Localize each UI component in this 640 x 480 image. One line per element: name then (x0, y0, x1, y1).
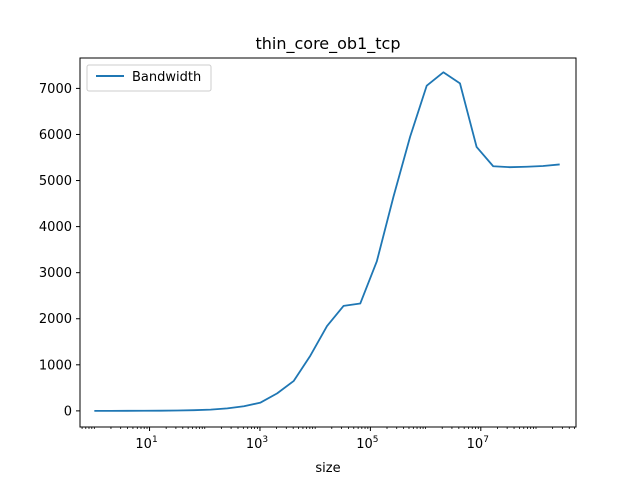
chart-title: thin_core_ob1_tcp (255, 34, 400, 54)
y-tick-label: 5000 (39, 174, 72, 189)
y-axis: 0 1000 2000 3000 4000 5000 6000 7000 (39, 82, 80, 419)
legend-box (86, 64, 212, 92)
legend-label-bandwidth: Bandwidth (132, 70, 201, 85)
x-axis: 101 103 105 107 (81, 427, 576, 452)
x-tick-label: 103 (246, 435, 268, 452)
x-axis-label: size (315, 461, 340, 476)
x-tick-label: 105 (356, 435, 378, 452)
y-tick-label: 6000 (39, 128, 72, 143)
x-tick-label: 107 (467, 435, 489, 452)
y-tick-label: 0 (64, 404, 72, 419)
legend: Bandwidth (86, 64, 212, 92)
series-line-bandwidth (94, 71, 560, 412)
x-tick-label: 101 (135, 435, 157, 452)
plot-frame (79, 57, 577, 428)
plot-area (94, 71, 560, 412)
y-tick-label: 2000 (39, 312, 72, 327)
y-tick-label: 4000 (39, 220, 72, 235)
y-tick-label: 3000 (39, 266, 72, 281)
y-tick-label: 1000 (39, 358, 72, 373)
y-tick-label: 7000 (39, 82, 72, 97)
